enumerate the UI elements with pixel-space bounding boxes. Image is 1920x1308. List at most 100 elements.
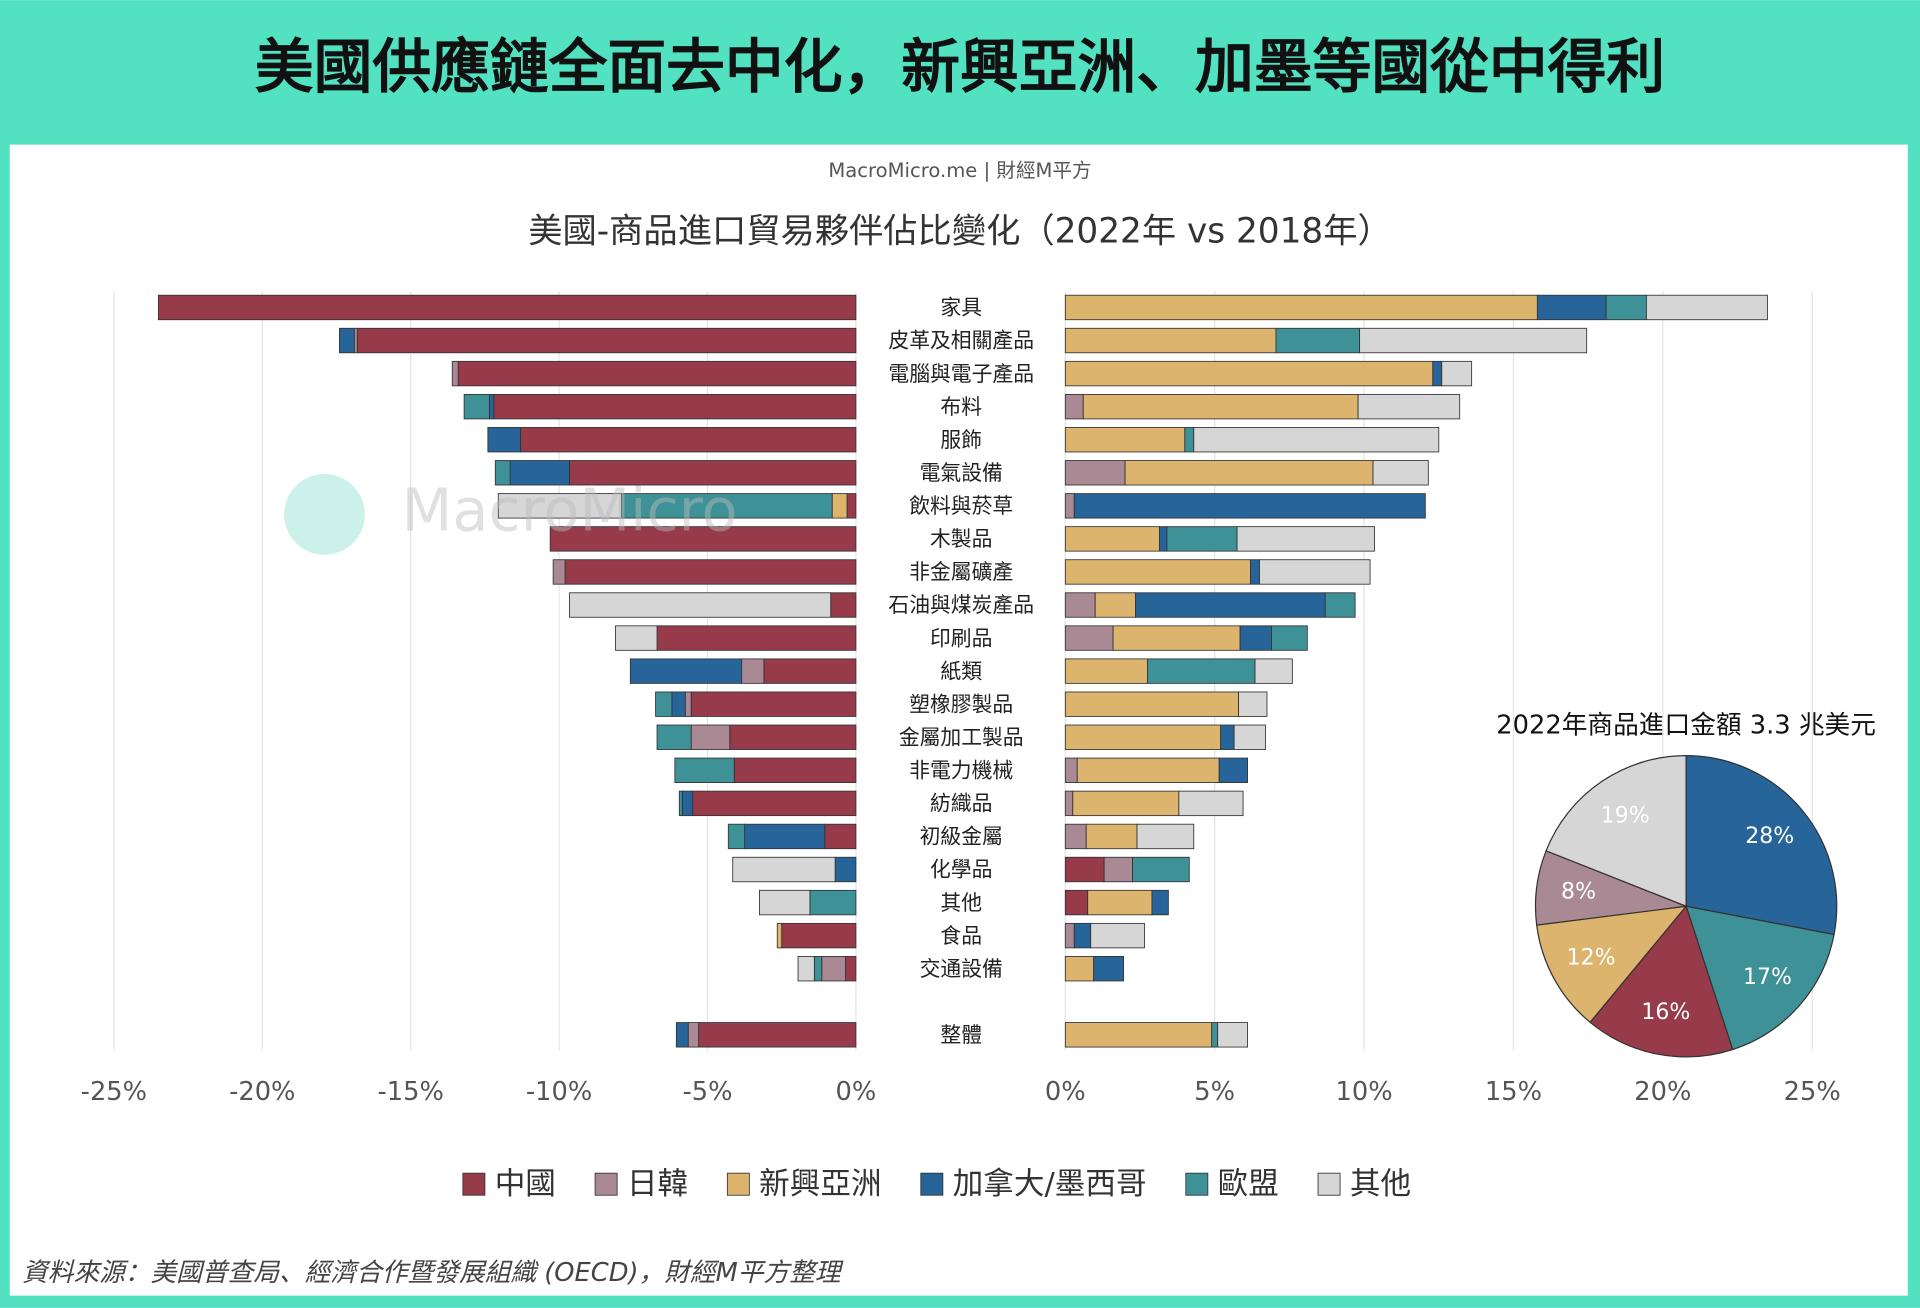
pie-label: 28% [1745, 824, 1794, 849]
bar-segment [1064, 823, 1087, 850]
bar-segment [1090, 922, 1145, 949]
category-label: 家具 [940, 296, 982, 320]
x-tick-label: -20% [229, 1077, 295, 1107]
x-tick-label: 5% [1194, 1077, 1235, 1107]
x-tick-label: 10% [1336, 1077, 1393, 1107]
bar-segment [1645, 294, 1768, 321]
category-label: 食品 [940, 924, 982, 948]
legend-label: 加拿大/墨西哥 [953, 1167, 1147, 1202]
bar-segment [824, 823, 857, 850]
x-tick-label: -25% [81, 1077, 147, 1107]
panel [9, 144, 1908, 1296]
bar-segment [353, 327, 358, 354]
bar-segment [451, 360, 459, 387]
page-title: 美國供應鏈全面去中化，新興亞洲、加墨等國從中得利 [255, 32, 1665, 101]
bar-segment [1082, 393, 1359, 420]
bar-segment [729, 724, 857, 750]
bar-segment [487, 427, 521, 453]
bar-segment [776, 922, 783, 949]
bar-segment [1094, 592, 1136, 618]
bar-segment [678, 790, 683, 817]
bar-segment [759, 889, 811, 916]
bar-segment [1064, 790, 1074, 817]
bar-segment [1441, 360, 1473, 387]
x-tick-label: 25% [1784, 1077, 1841, 1107]
bar-segment [1064, 889, 1089, 916]
bar-segment [1064, 757, 1078, 783]
category-label: 皮革及相關產品 [888, 329, 1034, 353]
bar-segment [1432, 360, 1443, 387]
bar-segment [655, 691, 673, 717]
bar-segment [457, 360, 857, 387]
category-label: 服飾 [940, 428, 982, 452]
x-tick-label: -15% [377, 1077, 443, 1107]
bar-segment [157, 294, 857, 321]
bar-segment [1158, 526, 1168, 552]
bar-segment [821, 956, 846, 982]
chart-subtitle: MacroMicro.me | 財經M平方 [828, 159, 1091, 182]
bar-segment [488, 393, 495, 420]
category-label: 交通設備 [920, 957, 1003, 981]
bar-segment [1112, 625, 1241, 651]
legend-swatch [462, 1172, 486, 1196]
bar-segment [494, 460, 511, 486]
bar-segment [698, 1022, 857, 1048]
bar-segment [831, 493, 848, 519]
bar-segment [1193, 427, 1440, 453]
bar-segment [845, 956, 857, 982]
bar-segment [1103, 856, 1133, 883]
bar-segment [681, 790, 694, 817]
category-label: 紡織品 [930, 792, 992, 816]
category-label: 飲料與菸草 [909, 494, 1013, 518]
bar-segment [1259, 559, 1371, 585]
bar-segment [1136, 823, 1195, 850]
bar-segment [732, 856, 836, 883]
category-label: 其他 [940, 891, 982, 915]
bar-segment [809, 889, 857, 916]
bar-segment [1178, 790, 1244, 817]
bar-segment [1324, 592, 1356, 618]
bar-segment [1064, 493, 1075, 519]
bar-segment [797, 956, 815, 982]
bar-segment [690, 691, 857, 717]
bar-segment [1073, 922, 1092, 949]
bar-segment [1359, 327, 1588, 354]
legend-swatch [920, 1172, 944, 1196]
bar-segment [1064, 625, 1114, 651]
category-label: 非金屬礦產 [909, 560, 1013, 584]
pie-label: 8% [1561, 880, 1596, 905]
bar-segment [1211, 1022, 1219, 1048]
bar-segment [1085, 823, 1138, 850]
category-label: 紙類 [940, 659, 982, 683]
pie-slice [1545, 755, 1687, 908]
x-tick-label: 15% [1485, 1077, 1542, 1107]
bar-segment [744, 823, 826, 850]
pie-label: 12% [1567, 945, 1616, 970]
bar-segment [497, 493, 622, 519]
bar-segment [656, 724, 692, 750]
bar-segment [1250, 559, 1260, 585]
bar-segment [741, 658, 765, 684]
bar-segment [569, 592, 832, 618]
legend-label: 其他 [1350, 1167, 1411, 1202]
bar-segment [1064, 856, 1105, 883]
bar-segment [1064, 724, 1222, 750]
legend-swatch [594, 1172, 618, 1196]
bar-segment [671, 691, 686, 717]
bar-segment [1238, 691, 1268, 717]
bar-segment [569, 460, 857, 486]
pie-label: 16% [1641, 1000, 1690, 1025]
x-tick-label: -10% [526, 1077, 592, 1107]
category-label: 石油與煤炭產品 [888, 593, 1034, 617]
bar-segment [1087, 889, 1153, 916]
pie-slice [1685, 755, 1838, 936]
bar-segment [1064, 393, 1084, 420]
pie-slice [1685, 905, 1835, 1051]
bar-segment [846, 493, 857, 519]
bar-segment [1151, 889, 1169, 916]
bar-segment [1254, 658, 1293, 684]
bar-segment [1372, 460, 1429, 486]
bar-segment [1275, 327, 1361, 354]
